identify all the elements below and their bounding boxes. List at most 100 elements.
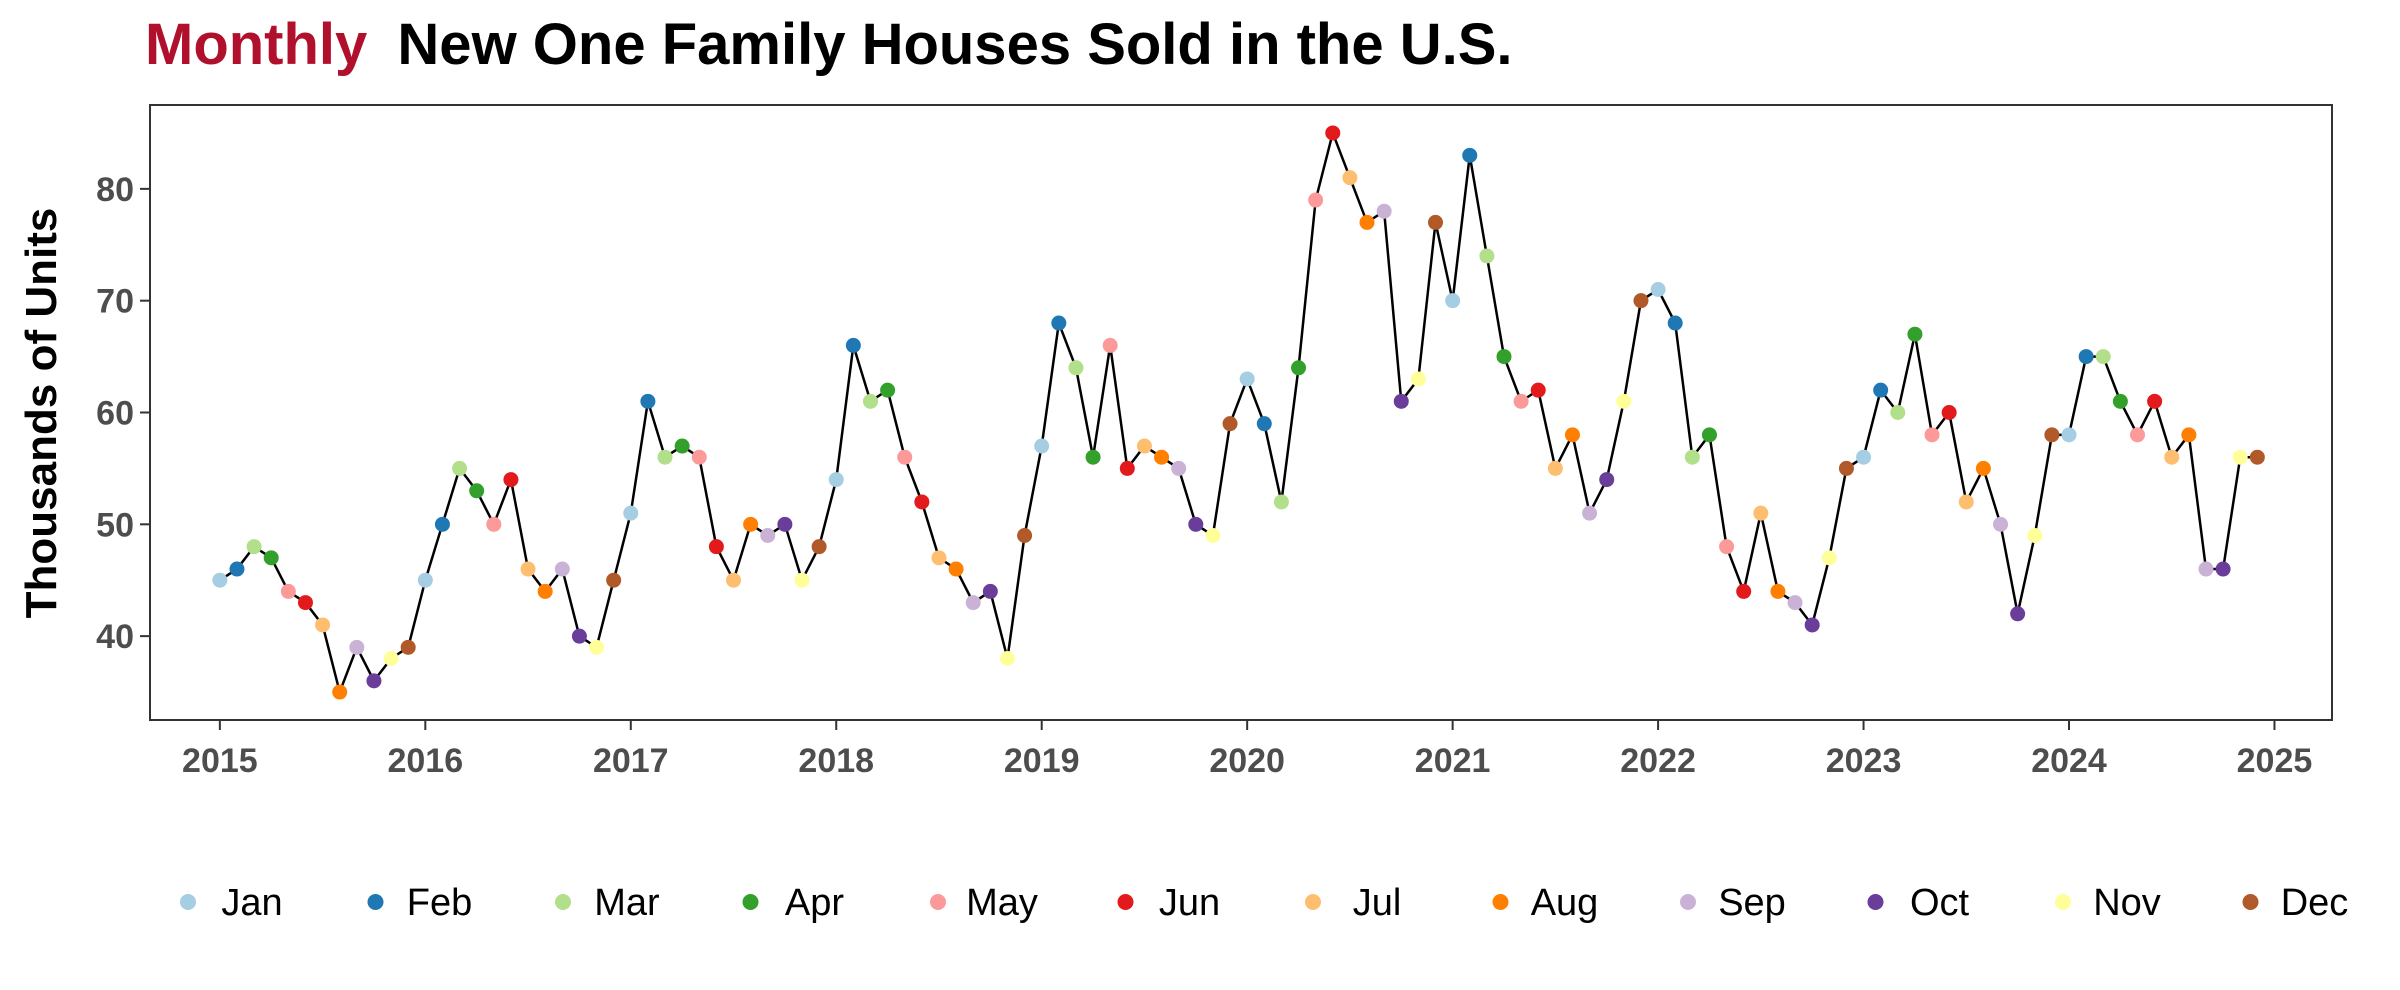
data-point-sep <box>965 595 981 611</box>
data-point-feb <box>1051 315 1067 331</box>
legend-key-mar <box>555 894 571 910</box>
x-tick-label: 2018 <box>798 742 874 780</box>
data-point-oct <box>1393 393 1409 409</box>
data-point-oct <box>1599 472 1615 488</box>
y-axis-title: Thousands of Units <box>17 208 66 619</box>
x-axis: 2015 2016 2017 2018 2019 2020 2021 2022 2023 2024… <box>182 720 2312 780</box>
legend-key-jun <box>1117 894 1134 910</box>
data-point-jul <box>1958 494 1974 510</box>
data-point-jul <box>2164 449 2180 465</box>
legend-key-may <box>930 894 946 910</box>
data-point-dec <box>2249 449 2265 465</box>
data-point-may <box>691 449 707 465</box>
data-point-jul <box>520 561 536 577</box>
data-point-may <box>1924 427 1940 443</box>
legend-label: Dec <box>2281 882 2349 924</box>
data-point-jun <box>1736 583 1752 599</box>
legend-key-jul <box>1305 894 1321 910</box>
data-point-mar <box>1890 405 1906 420</box>
data-point-mar <box>1684 449 1700 465</box>
data-point-mar <box>1479 248 1495 264</box>
y-tick-label: 60 <box>96 395 134 433</box>
data-point-may <box>1513 393 1529 409</box>
chart-title-rest: New One Family Houses Sold in the U.S. <box>397 12 1512 77</box>
data-point-sep <box>760 528 776 543</box>
data-point-apr <box>1701 427 1717 443</box>
data-point-jan <box>1445 293 1461 309</box>
data-point-jun <box>1119 460 1135 476</box>
data-points <box>212 125 2265 700</box>
data-point-jun <box>1325 125 1341 141</box>
data-point-sep <box>1171 460 1187 476</box>
data-point-oct <box>1188 516 1204 532</box>
data-point-jun <box>2147 393 2163 409</box>
data-point-aug <box>948 561 964 577</box>
data-point-dec <box>1222 416 1238 432</box>
x-tick-label: 2015 <box>182 742 258 780</box>
plot-panel <box>149 104 2333 721</box>
data-point-apr <box>1085 449 1101 465</box>
y-axis: 40 50 60 70 80 <box>96 171 150 656</box>
data-point-dec <box>811 539 827 555</box>
x-tick-label: 2021 <box>1415 742 1491 780</box>
data-point-aug <box>1154 449 1170 465</box>
data-point-nov <box>999 651 1015 666</box>
y-tick-label: 50 <box>96 506 134 544</box>
data-point-jan <box>212 572 228 588</box>
data-point-may <box>897 449 913 465</box>
data-point-jan <box>1650 282 1666 297</box>
x-tick-label: 2017 <box>593 742 669 780</box>
data-point-sep <box>2198 561 2214 577</box>
data-point-mar <box>1068 360 1084 376</box>
data-point-aug <box>1975 460 1991 476</box>
x-tick-label: 2020 <box>1209 742 1285 780</box>
data-point-feb <box>1873 382 1889 398</box>
data-point-nov <box>383 651 399 666</box>
data-point-jul <box>1342 170 1358 186</box>
y-tick-label: 80 <box>96 171 134 209</box>
data-point-aug <box>332 684 348 700</box>
data-point-apr <box>1907 326 1923 342</box>
data-point-feb <box>1462 147 1478 163</box>
data-point-sep <box>1582 505 1598 521</box>
data-point-jan <box>1034 438 1050 454</box>
legend-key-oct <box>1867 894 1884 910</box>
data-point-feb <box>2078 349 2094 365</box>
data-point-may <box>1719 539 1735 555</box>
data-point-mar <box>2095 349 2111 365</box>
data-point-mar <box>657 449 673 465</box>
legend-key-aug <box>1492 894 1509 910</box>
data-point-oct <box>571 628 587 644</box>
data-point-jul <box>1547 460 1563 476</box>
y-tick-label: 70 <box>96 283 134 321</box>
data-point-jun <box>503 472 519 488</box>
data-point-feb <box>845 337 861 353</box>
data-point-may <box>2129 427 2145 443</box>
data-point-apr <box>880 382 896 398</box>
data-point-apr <box>1496 349 1512 365</box>
data-point-jan <box>1239 371 1255 387</box>
data-point-jun <box>914 494 930 510</box>
data-point-jan <box>417 572 433 588</box>
data-point-nov <box>1205 528 1221 543</box>
legend-label: May <box>966 882 1038 924</box>
x-tick-label: 2023 <box>1826 742 1902 780</box>
data-point-sep <box>1993 516 2009 532</box>
x-tick-label: 2016 <box>387 742 463 780</box>
data-point-nov <box>1410 371 1426 387</box>
data-point-oct <box>2010 606 2026 622</box>
data-point-dec <box>2044 427 2060 443</box>
data-point-may <box>486 516 502 532</box>
data-point-dec <box>1838 460 1854 476</box>
data-point-mar <box>452 460 468 476</box>
x-tick-label: 2019 <box>1004 742 1080 780</box>
x-tick-label: 2025 <box>2237 742 2313 780</box>
data-point-jul <box>1753 505 1769 521</box>
data-point-oct <box>2215 561 2231 577</box>
data-point-jan <box>1856 449 1872 465</box>
legend-label: Sep <box>1718 882 1786 924</box>
data-point-sep <box>554 561 570 577</box>
data-point-jun <box>1530 382 1546 398</box>
data-point-jul <box>726 572 742 588</box>
